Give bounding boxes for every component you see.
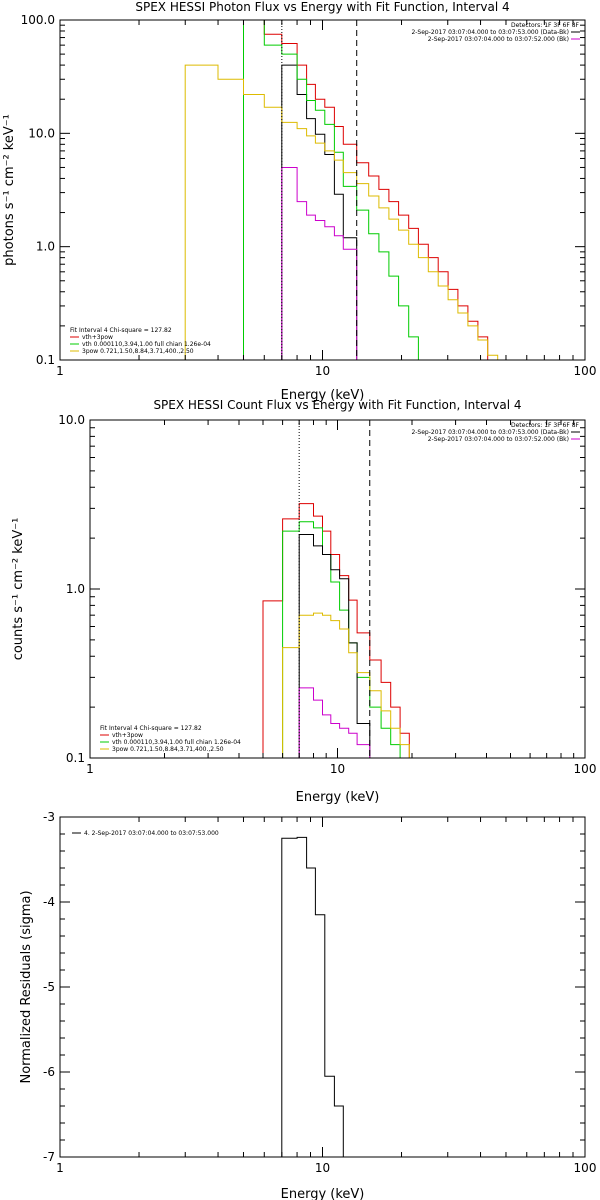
legend-entry-text: 2-Sep-2017 03:07:04.000 to 03:07:52.000 … xyxy=(428,36,569,43)
fit-entry-text: vth 0.000110,3.94,1.00 full chian 1.26e-… xyxy=(82,341,211,348)
fit-entry-text: vth+3pow xyxy=(112,732,143,739)
y-tick-label: 10.0 xyxy=(58,413,85,427)
x-tick-label: 10 xyxy=(315,364,330,378)
plot-3: 1 10 100 Energy (keV) -7 -6 -5 -4 -3 Normalized R… xyxy=(19,810,596,1200)
y-tick-label: -6 xyxy=(43,1065,55,1079)
series-line-4 xyxy=(263,612,419,758)
x-axis-label: Energy (keV) xyxy=(281,388,365,403)
y-tick-label: 0.1 xyxy=(66,751,85,765)
x-tick-label: 1 xyxy=(56,1161,64,1175)
series-line-3 xyxy=(243,20,489,360)
series-line-1 xyxy=(281,836,357,1157)
y-tick-label: 100.0 xyxy=(21,13,55,27)
x-axis-label: Energy (keV) xyxy=(281,1187,365,1200)
y-tick-label: 10.0 xyxy=(28,126,55,140)
legend-entry-text: 2-Sep-2017 03:07:04.000 to 03:07:53.000 … xyxy=(411,29,569,36)
chart-title: SPEX HESSI Photon Flux vs Energy with Fi… xyxy=(135,0,509,14)
y-tick-label: -7 xyxy=(43,1150,55,1164)
y-tick-label: 1.0 xyxy=(66,582,85,596)
fit-entry-text: 3pow 0.721,1.50,8.84,3.71,400.,2.50 xyxy=(112,746,224,753)
x-tick-label: 10 xyxy=(315,1161,330,1175)
y-axis-label: counts s⁻¹ cm⁻² keV⁻¹ xyxy=(11,518,26,661)
x-tick-label: 1 xyxy=(56,364,64,378)
y-tick-label: 1.0 xyxy=(36,240,55,254)
detectors-label: Detectors: 1F 3F 6F 8F xyxy=(511,22,580,29)
y-tick-label: 0.1 xyxy=(36,353,55,367)
fit-info-title: Fit Interval 4 Chi-square = 127.82 xyxy=(100,725,202,732)
fit-entry-text: 3pow 0.721,1.50,8.84,3.71,400.,2.50 xyxy=(82,348,194,355)
series-line-1 xyxy=(262,503,419,758)
series-line-2 xyxy=(281,167,358,360)
y-tick-label: -4 xyxy=(43,895,55,909)
y-tick-label: -3 xyxy=(43,810,55,824)
series-group xyxy=(262,503,419,758)
fit-entry-text: vth 0.000110,3.94,1.00 full chian 1.26e-… xyxy=(112,739,241,746)
x-tick-label: 1 xyxy=(86,762,94,776)
x-axis-label: Energy (keV) xyxy=(296,790,380,805)
y-axis-label: photons s⁻¹ cm⁻² keV⁻¹ xyxy=(2,114,17,266)
plot-2: SPEX HESSI Count Flux vs Energy with Fit… xyxy=(11,398,596,805)
fit-entry-text: vth+3pow xyxy=(82,334,113,341)
series-group xyxy=(281,836,357,1157)
chart-title: SPEX HESSI Count Flux vs Energy with Fit… xyxy=(153,398,521,412)
fit-info-title: Fit Interval 4 Chi-square = 127.82 xyxy=(70,327,172,334)
y-tick-label: -5 xyxy=(43,980,55,994)
series-group xyxy=(184,20,499,360)
x-tick-label: 100 xyxy=(574,762,597,776)
residual-legend-text: 4. 2-Sep-2017 03:07:04.000 to 03:07:53.0… xyxy=(84,830,219,837)
series-line-5 xyxy=(184,64,499,360)
series-line-3 xyxy=(298,534,371,758)
y-axis-label: Normalized Residuals (sigma) xyxy=(19,890,34,1083)
plot-1: SPEX HESSI Photon Flux vs Energy with Fi… xyxy=(2,0,596,403)
detectors-label: Detectors: 1F 3F 6F 8F xyxy=(511,422,580,429)
series-line-4 xyxy=(243,20,429,360)
legend-entry-text: 2-Sep-2017 03:07:04.000 to 03:07:52.000 … xyxy=(428,436,569,443)
series-line-5 xyxy=(298,687,371,758)
x-tick-label: 100 xyxy=(574,1161,597,1175)
legend-entry-text: 2-Sep-2017 03:07:04.000 to 03:07:53.000 … xyxy=(411,429,569,436)
x-tick-label: 10 xyxy=(330,762,345,776)
x-tick-label: 100 xyxy=(574,364,597,378)
